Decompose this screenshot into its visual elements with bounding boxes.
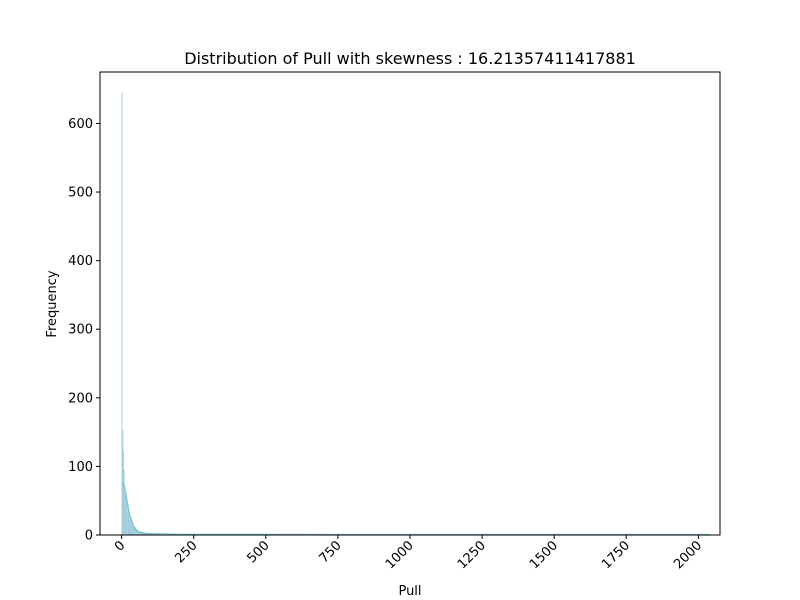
y-tick-label: 600 — [68, 117, 93, 132]
y-tick-label: 500 — [68, 186, 93, 201]
y-axis: 0 100 200 300 400 500 600 — [68, 117, 100, 544]
y-tick-label: 200 — [68, 391, 93, 406]
chart-title: Distribution of Pull with skewness : 16.… — [184, 49, 636, 68]
y-tick-label: 100 — [68, 460, 93, 475]
plot-frame — [99, 71, 721, 536]
y-tick-label: 300 — [68, 323, 93, 338]
y-tick-label: 0 — [85, 529, 93, 544]
y-axis-title: Frequency — [45, 270, 60, 337]
y-tick-label: 400 — [68, 254, 93, 269]
x-axis-title: Pull — [398, 584, 421, 599]
